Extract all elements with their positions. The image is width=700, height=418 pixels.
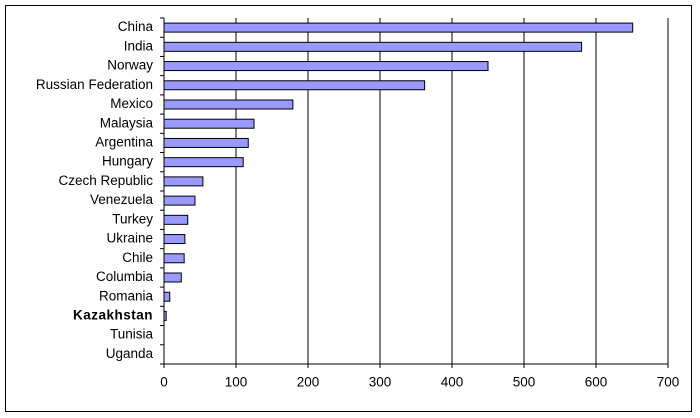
y-tick-label: Romania <box>99 288 154 303</box>
bar <box>163 99 294 110</box>
x-tick-label: 500 <box>513 375 536 390</box>
bar <box>163 253 185 264</box>
bar <box>163 118 255 129</box>
y-tick-label: China <box>118 19 154 34</box>
bar <box>163 137 249 148</box>
y-tick-label: Argentina <box>95 135 153 150</box>
bar <box>163 214 189 225</box>
bar <box>163 61 489 72</box>
y-tick-label: Hungary <box>102 154 153 169</box>
y-tick-label: Norway <box>107 58 153 73</box>
y-tick-label: Uganda <box>106 346 154 361</box>
bar <box>163 272 182 283</box>
y-tick-label: Tunisia <box>110 327 154 342</box>
bar <box>163 157 244 168</box>
x-tick-label: 300 <box>369 375 392 390</box>
bar <box>163 195 196 206</box>
x-tick-label: 0 <box>160 375 168 390</box>
x-tick-label: 700 <box>657 375 680 390</box>
bar <box>163 234 186 245</box>
y-tick-label: Mexico <box>110 96 153 111</box>
bar <box>163 80 426 91</box>
x-tick-label: 600 <box>585 375 608 390</box>
y-tick-label: Kazakhstan <box>73 308 153 323</box>
y-tick-label: Turkey <box>112 211 153 226</box>
y-tick-label: India <box>124 38 154 53</box>
chart-frame <box>5 5 692 412</box>
y-tick-label: Columbia <box>96 269 154 284</box>
x-tick-label: 100 <box>225 375 248 390</box>
bar <box>163 310 167 321</box>
bar <box>163 41 583 52</box>
x-tick-label: 200 <box>297 375 320 390</box>
bar <box>163 22 634 33</box>
y-tick-label: Malaysia <box>100 115 154 130</box>
y-tick-label: Czech Republic <box>58 173 153 188</box>
y-tick-label: Russian Federation <box>36 77 153 92</box>
y-tick-label: Chile <box>122 250 153 265</box>
y-tick-label: Venezuela <box>90 192 154 207</box>
bar <box>163 176 204 187</box>
y-tick-label: Ukraine <box>106 231 153 246</box>
bar <box>163 291 171 302</box>
x-tick-label: 400 <box>441 375 464 390</box>
